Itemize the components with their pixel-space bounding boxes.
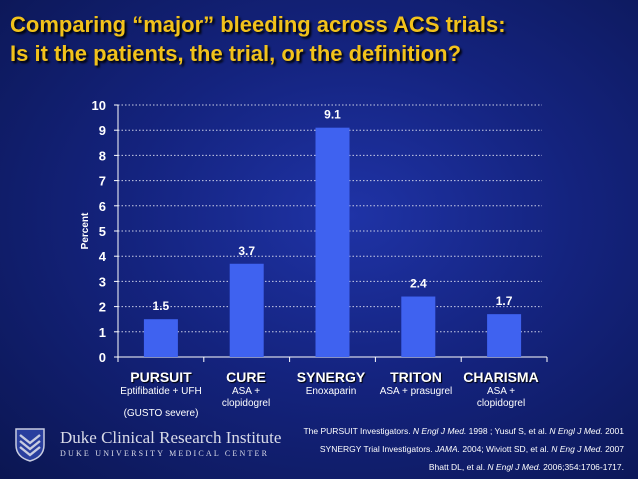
- treatment-charisma-line-2: clopidogrel: [476, 398, 526, 409]
- treatment-pursuit: Eptifibatide + UFH (GUSTO severe): [106, 386, 216, 420]
- y-tick-label: 2: [99, 300, 106, 315]
- duke-chevron-icon: [15, 428, 45, 462]
- category-label-cure: CURE: [226, 369, 266, 385]
- category-label-triton: TRITON: [390, 369, 442, 385]
- bar-cure: [229, 263, 264, 357]
- bar-pursuit: [143, 319, 178, 357]
- value-label-charisma: 1.7: [496, 294, 513, 308]
- y-tick-label: 8: [99, 148, 106, 163]
- references: The PURSUIT Investigators. N Engl J Med.…: [284, 422, 624, 476]
- reference-line-3: Bhatt DL, et al. N Engl J Med. 2006;354:…: [428, 462, 624, 472]
- logo-subtitle: DUKE UNIVERSITY MEDICAL CENTER: [60, 449, 270, 458]
- value-label-synergy: 9.1: [324, 108, 341, 122]
- dcri-logo: Duke Clinical Research Institute DUKE UN…: [12, 423, 297, 463]
- treatment-synergy: Enoxaparin: [291, 386, 371, 398]
- y-axis-title: Percent: [80, 212, 91, 249]
- y-tick-label: 7: [99, 174, 106, 189]
- y-tick-label: 4: [99, 249, 107, 264]
- y-tick-label: 3: [99, 274, 106, 289]
- reference-line-1: The PURSUIT Investigators. N Engl J Med.…: [303, 426, 624, 436]
- treatment-cure-line-2: clopidogrel: [221, 398, 271, 409]
- treatment-pursuit-line-2: (GUSTO severe): [123, 408, 199, 419]
- treatment-triton-line-1: ASA + prasugrel: [379, 386, 453, 397]
- category-label-synergy: SYNERGY: [296, 369, 366, 385]
- treatment-cure: ASA + clopidogrel: [206, 386, 286, 410]
- logo-name: Duke Clinical Research Institute: [60, 428, 282, 447]
- value-label-triton: 2.4: [410, 277, 427, 291]
- treatment-pursuit-line-1: Eptifibatide + UFH: [120, 386, 202, 397]
- treatment-charisma-line-1: ASA +: [486, 386, 516, 397]
- y-tick-label: 5: [99, 224, 106, 239]
- treatment-synergy-line-1: Enoxaparin: [305, 386, 357, 397]
- title-line-2: Is it the patients, the trial, or the de…: [10, 41, 462, 66]
- bar-triton: [401, 296, 436, 357]
- y-tick-label: 10: [92, 98, 106, 113]
- reference-line-2: SYNERGY Trial Investigators. JAMA. 2004;…: [319, 444, 624, 454]
- y-tick-label: 1: [99, 325, 106, 340]
- value-label-pursuit: 1.5: [153, 299, 170, 313]
- y-tick-label: 9: [99, 123, 106, 138]
- slide-title: Comparing “major” bleeding across ACS tr…: [10, 10, 630, 68]
- treatment-charisma: ASA + clopidogrel: [461, 386, 541, 410]
- treatment-triton: ASA + prasugrel: [361, 386, 471, 398]
- category-label-charisma: CHARISMA: [463, 369, 539, 385]
- bar-charisma: [487, 314, 522, 357]
- y-tick-label: 0: [99, 350, 106, 365]
- category-label-pursuit: PURSUIT: [130, 369, 192, 385]
- value-label-cure: 3.7: [238, 244, 255, 258]
- treatment-cure-line-1: ASA +: [231, 386, 261, 397]
- title-line-1: Comparing “major” bleeding across ACS tr…: [10, 12, 506, 37]
- bar-synergy: [315, 127, 350, 358]
- y-tick-label: 6: [99, 199, 106, 214]
